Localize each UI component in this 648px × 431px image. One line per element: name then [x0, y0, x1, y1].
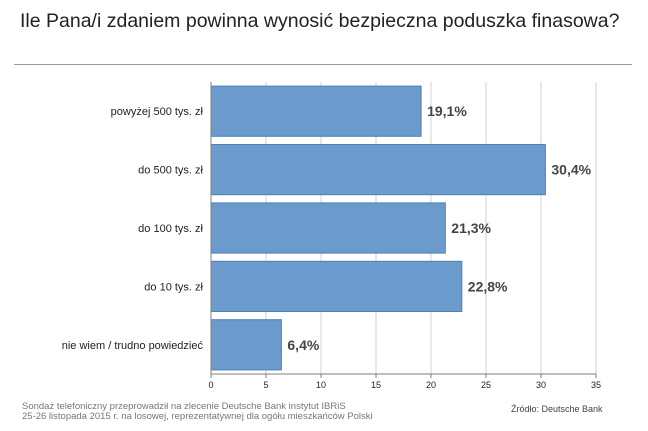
x-tick-label: 30 — [536, 380, 546, 390]
data-label: 30,4% — [551, 162, 591, 178]
x-tick-label: 5 — [263, 380, 268, 390]
bar — [210, 260, 463, 313]
x-tick-label: 35 — [591, 380, 601, 390]
data-label: 6,4% — [287, 337, 319, 353]
survey-note: Sondaż telefoniczny przeprowadził na zle… — [22, 402, 373, 422]
data-label: 19,1% — [427, 103, 467, 119]
data-label: 22,8% — [468, 278, 508, 294]
chart-title: Ile Pana/i zdaniem powinna wynosić bezpi… — [20, 10, 620, 32]
category-label: do 100 tys. zł — [138, 223, 203, 235]
x-tick-label: 15 — [371, 380, 381, 390]
x-tick-label: 10 — [316, 380, 326, 390]
survey-note-line-2: 25-26 listopada 2015 r. na losowej, repr… — [22, 411, 373, 422]
category-label: nie wiem / trudno powiedzieć — [62, 340, 204, 352]
category-label: powyżej 500 tys. zł — [111, 106, 204, 118]
x-tick-label: 25 — [481, 380, 491, 390]
title-divider — [14, 64, 632, 65]
survey-note-line-1: Sondaż telefoniczny przeprowadził na zle… — [22, 401, 346, 412]
x-tick-label: 20 — [426, 380, 436, 390]
x-tick-label: 0 — [208, 380, 213, 390]
bar — [210, 143, 546, 196]
category-label: do 10 tys. zł — [144, 281, 203, 293]
bar — [210, 202, 446, 254]
category-label: do 500 tys. zł — [138, 165, 203, 177]
data-label: 21,3% — [451, 220, 491, 236]
bar — [210, 85, 422, 137]
source-note: Źródło: Deutsche Bank — [511, 404, 603, 414]
bar — [210, 319, 282, 371]
